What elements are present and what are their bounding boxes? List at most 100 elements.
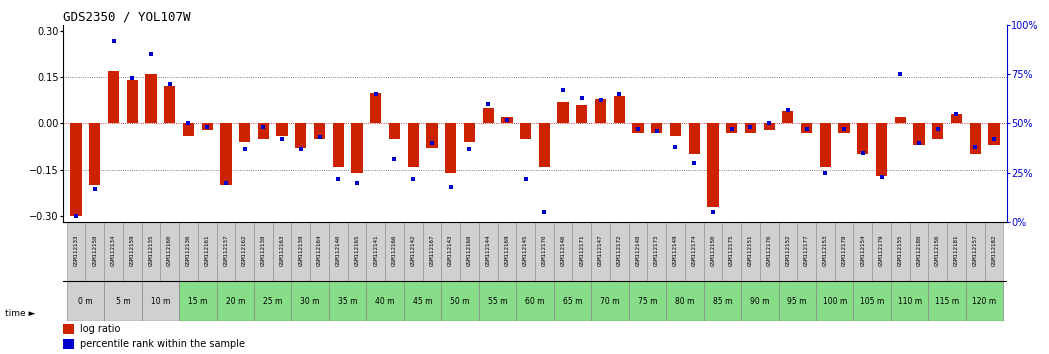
Bar [142,222,160,281]
Point [274,136,291,142]
Bar [277,124,287,136]
Bar [819,124,831,167]
Point [498,117,515,122]
Bar [183,124,194,136]
Bar [895,117,906,124]
Bar [442,222,461,281]
Bar [576,105,587,124]
Point [86,186,103,192]
Bar [366,281,404,321]
Bar [292,222,311,281]
Bar [764,124,775,130]
Text: GSM112163: GSM112163 [280,235,284,266]
Text: time ►: time ► [5,309,36,318]
Bar [592,281,628,321]
Bar [501,117,513,124]
Bar [947,222,966,281]
Bar [609,222,628,281]
Text: 90 m: 90 m [750,297,770,306]
Text: GSM112154: GSM112154 [860,235,865,266]
Point [836,127,853,132]
Bar [408,124,419,167]
Point [705,210,722,215]
Bar [554,222,573,281]
Bar [461,222,478,281]
Bar [516,281,554,321]
Text: GSM112139: GSM112139 [298,235,303,266]
Text: GSM112145: GSM112145 [523,235,528,266]
Text: GSM112148: GSM112148 [636,235,641,266]
Point [461,146,477,152]
Point [667,144,684,150]
Bar [966,281,1003,321]
Point [517,176,534,182]
Bar [179,281,216,321]
Point [948,111,965,116]
Bar [220,124,232,185]
Bar [891,281,928,321]
Text: GSM112136: GSM112136 [186,235,191,266]
Text: GDS2350 / YOL107W: GDS2350 / YOL107W [63,11,191,24]
Text: 5 m: 5 m [115,297,130,306]
Bar [704,281,741,321]
Bar [329,281,366,321]
Bar [292,281,329,321]
Bar [464,124,475,142]
Text: GSM112182: GSM112182 [991,235,997,266]
Bar [969,124,981,154]
Bar [311,222,329,281]
Point [873,174,890,179]
Bar [423,222,442,281]
Bar [351,124,363,173]
Bar [670,124,681,136]
Text: 50 m: 50 m [450,297,470,306]
Bar [647,222,666,281]
Text: 55 m: 55 m [488,297,508,306]
Point [555,87,572,93]
Bar [797,222,816,281]
Point [162,81,178,87]
Bar [933,124,943,139]
Bar [295,124,306,148]
Text: 100 m: 100 m [822,297,847,306]
Text: 30 m: 30 m [300,297,320,306]
Text: 95 m: 95 m [788,297,807,306]
Bar [741,222,759,281]
Bar [876,124,887,176]
Text: GSM112168: GSM112168 [467,235,472,266]
Bar [478,222,497,281]
Text: 75 m: 75 m [638,297,657,306]
Bar [557,102,569,124]
Text: GSM112176: GSM112176 [767,235,772,266]
Text: 70 m: 70 m [600,297,620,306]
Bar [707,124,719,207]
Bar [783,111,793,124]
Bar [666,222,685,281]
Bar [63,339,74,349]
Text: GSM112179: GSM112179 [879,235,884,266]
Point [67,213,84,219]
Bar [123,222,142,281]
Bar [816,281,854,321]
Text: GSM112175: GSM112175 [729,235,734,266]
Point [217,180,234,185]
Bar [966,222,985,281]
Text: GSM112141: GSM112141 [373,235,379,266]
Bar [628,222,647,281]
Text: 25 m: 25 m [263,297,282,306]
Bar [539,124,550,167]
Text: GSM112137: GSM112137 [223,235,229,266]
Text: GSM112165: GSM112165 [355,235,360,266]
Text: percentile rank within the sample: percentile rank within the sample [80,339,244,349]
Text: GSM112173: GSM112173 [655,235,659,266]
Bar [104,222,123,281]
Text: GSM112169: GSM112169 [505,235,510,266]
Text: GSM112144: GSM112144 [486,235,491,266]
Text: 110 m: 110 m [898,297,922,306]
Text: GSM112160: GSM112160 [167,235,172,266]
Point [312,135,328,140]
Point [967,144,984,150]
Text: GSM112181: GSM112181 [954,235,959,266]
Bar [389,124,400,139]
Bar [164,86,175,124]
